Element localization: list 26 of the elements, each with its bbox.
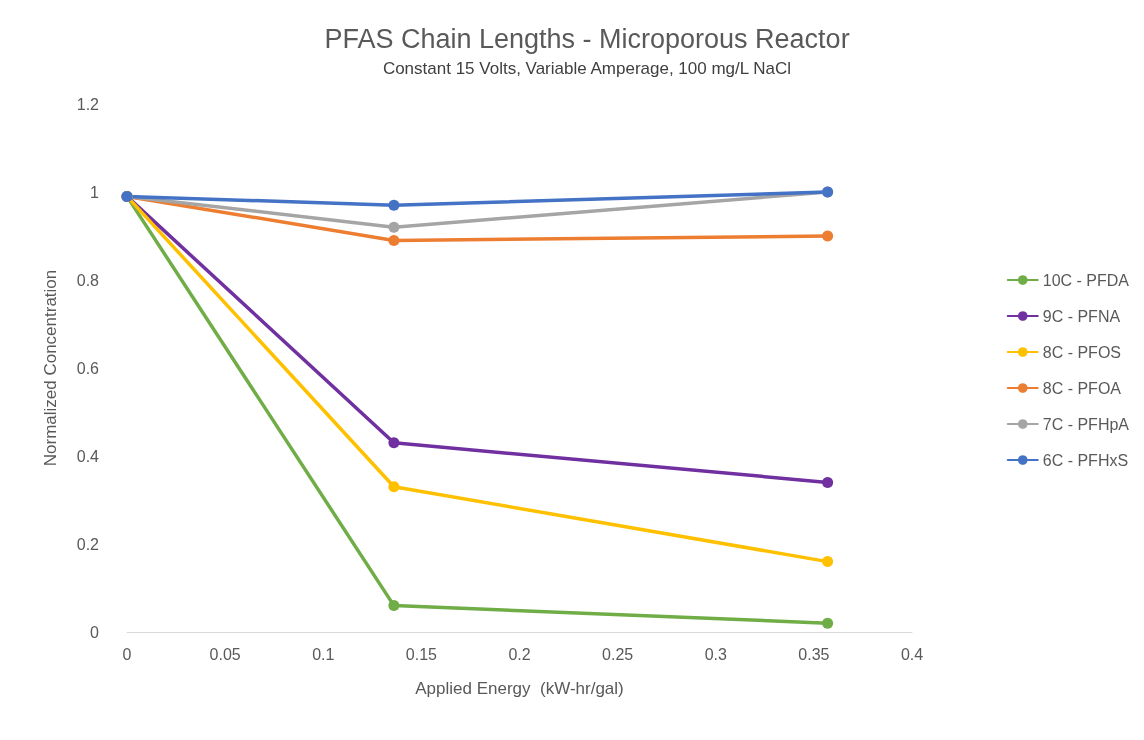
x-tick-label: 0.3 bbox=[704, 645, 727, 663]
x-tick-label: 0.2 bbox=[508, 645, 531, 663]
y-tick-label: 0.4 bbox=[76, 447, 100, 465]
chart-subtitle: Constant 15 Volts, Variable Amperage, 100 mg/L NaCl bbox=[382, 59, 792, 78]
chart-title: PFAS Chain Lengths - Microporous Reactor bbox=[324, 23, 850, 54]
legend-label: 8C - PFOS bbox=[1042, 343, 1121, 361]
x-tick-label: 0.1 bbox=[312, 645, 335, 663]
x-tick-label: 0.15 bbox=[405, 645, 438, 663]
x-tick-label: 0.35 bbox=[798, 645, 830, 663]
y-tick-label: 0.6 bbox=[76, 359, 100, 377]
legend-label: 9C - PFNA bbox=[1042, 307, 1121, 325]
x-axis-title: Applied Energy (kW-hr/gal) bbox=[415, 679, 624, 698]
y-tick-label: 0.8 bbox=[76, 271, 100, 289]
y-tick-label: 0 bbox=[90, 623, 100, 641]
x-tick-label: 0.25 bbox=[602, 645, 634, 663]
legend-label: 7C - PFHpA bbox=[1042, 415, 1130, 433]
y-tick-label: 0.2 bbox=[76, 535, 100, 553]
y-tick-label: 1 bbox=[90, 183, 100, 201]
x-tick-label: 0.4 bbox=[900, 645, 924, 663]
legend-label: 6C - PFHxS bbox=[1042, 451, 1129, 469]
legend-label: 10C - PFDA bbox=[1042, 271, 1130, 289]
legend-label: 8C - PFOA bbox=[1042, 379, 1122, 397]
y-tick-label: 1.2 bbox=[76, 95, 100, 113]
x-tick-label: 0.05 bbox=[209, 645, 241, 663]
x-tick-label: 0 bbox=[122, 645, 132, 663]
y-axis-title: Normalized Concentration bbox=[41, 269, 60, 467]
